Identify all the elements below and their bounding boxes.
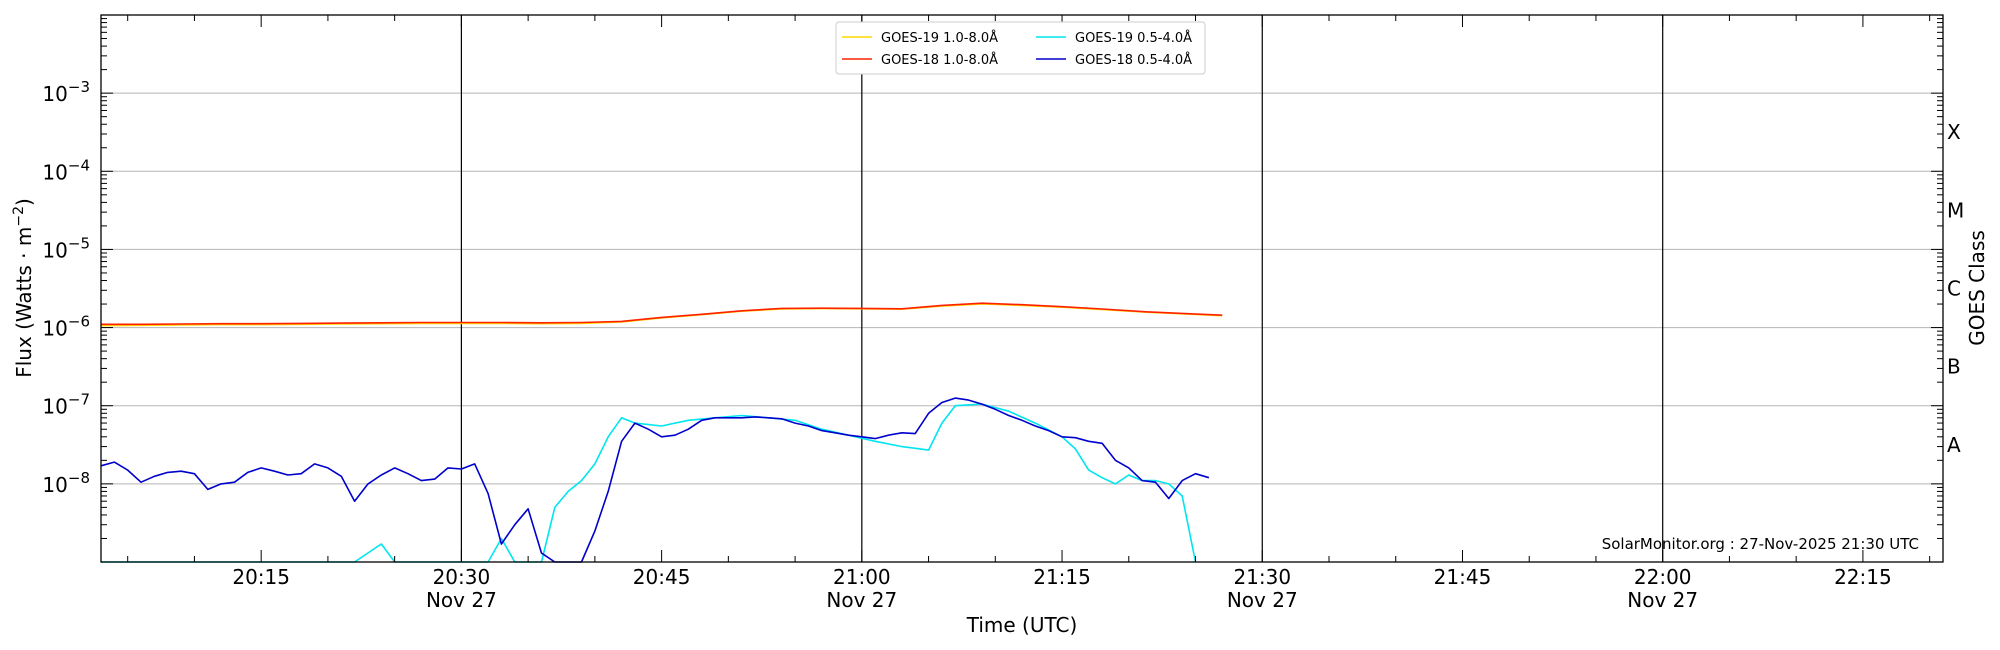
goes-class-x: X xyxy=(1947,120,1961,144)
x-tick-date-7: Nov 27 xyxy=(1627,588,1698,612)
x-tick-date-1: Nov 27 xyxy=(426,588,497,612)
x-tick-label-6: 21:45 xyxy=(1434,565,1492,589)
goes-class-labels: A B C M X xyxy=(1947,120,1964,457)
credit-text: SolarMonitor.org : 27-Nov-2025 21:30 UTC xyxy=(1602,535,1919,553)
x-tick-label-7: 22:00 xyxy=(1634,565,1692,589)
right-axis-title: GOES Class xyxy=(1965,230,1989,346)
y-tick-label-0: 10−8 xyxy=(42,469,90,497)
x-tick-label-0: 20:15 xyxy=(232,565,290,589)
legend-label-goes19-long: GOES-19 1.0-8.0Å xyxy=(881,30,998,46)
y-tick-base: 10 xyxy=(42,317,67,341)
x-tick-label-1: 20:30 xyxy=(433,565,491,589)
legend-label-goes18-short: GOES-18 0.5-4.0Å xyxy=(1075,52,1192,68)
y-tick-exponent: −8 xyxy=(68,469,90,487)
y-tick-label-1: 10−7 xyxy=(42,391,90,419)
y-tick-label-2: 10−6 xyxy=(42,313,90,341)
x-tick-label-4: 21:15 xyxy=(1033,565,1091,589)
x-axis-title: Time (UTC) xyxy=(966,613,1078,637)
y-tick-exponent: −3 xyxy=(68,78,90,96)
series-lines xyxy=(100,302,1223,563)
goes-class-a: A xyxy=(1947,433,1961,457)
y-axis-title: Flux (Watts · m−2) xyxy=(11,198,36,378)
y-tick-exponent: −4 xyxy=(68,156,90,174)
y-tick-base: 10 xyxy=(42,395,67,419)
grid-lines xyxy=(101,92,1943,485)
y-tick-base: 10 xyxy=(42,82,67,106)
y-tick-exponent: −6 xyxy=(68,313,90,331)
goes-class-b: B xyxy=(1947,355,1961,379)
y-tick-label-5: 10−3 xyxy=(42,78,90,106)
x-tick-date-3: Nov 27 xyxy=(826,588,897,612)
y-tick-exponent: −5 xyxy=(68,234,90,252)
plot-background xyxy=(101,15,1943,562)
x-tick-label-8: 22:15 xyxy=(1834,565,1892,589)
plot-frame xyxy=(100,14,1944,563)
legend-box xyxy=(835,21,1206,75)
legend: GOES-19 1.0-8.0Å GOES-18 1.0-8.0Å GOES-1… xyxy=(835,21,1206,75)
legend-label-goes18-long: GOES-18 1.0-8.0Å xyxy=(881,52,998,68)
y-axis-title-exponent: −2 xyxy=(11,206,27,227)
day-vertical-lines xyxy=(460,15,1664,562)
series-line-1 xyxy=(101,302,1223,326)
y-tick-label-3: 10−5 xyxy=(42,234,90,262)
y-tick-base: 10 xyxy=(42,238,67,262)
x-tick-date-5: Nov 27 xyxy=(1227,588,1298,612)
y-tick-base: 10 xyxy=(42,473,67,497)
y-tick-label-4: 10−4 xyxy=(42,156,90,184)
y-axis-title-main: Flux (Watts · m xyxy=(12,227,36,378)
y-axis-title-close: ) xyxy=(12,198,36,206)
legend-label-goes19-short: GOES-19 0.5-4.0Å xyxy=(1075,30,1192,46)
y-tick-exponent: −7 xyxy=(68,391,90,409)
axis-ticks xyxy=(101,15,1943,563)
x-tick-label-3: 21:00 xyxy=(833,565,891,589)
goes-class-c: C xyxy=(1947,277,1961,301)
y-tick-labels: 10−810−710−610−510−410−3 xyxy=(42,78,90,497)
series-line-3 xyxy=(100,397,1210,563)
y-tick-base: 10 xyxy=(42,160,67,184)
goes-class-m: M xyxy=(1947,198,1964,222)
x-tick-label-2: 20:45 xyxy=(633,565,691,589)
x-tick-label-5: 21:30 xyxy=(1233,565,1291,589)
